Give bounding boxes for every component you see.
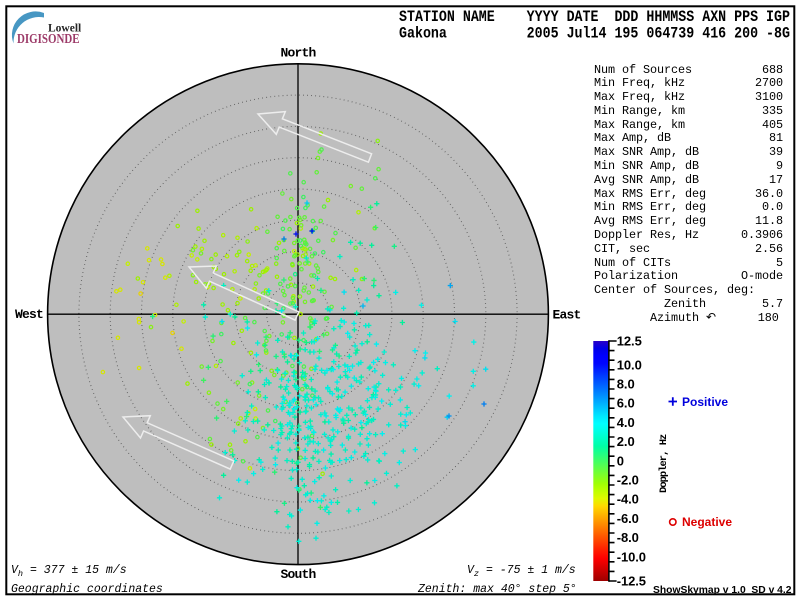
- svg-text:12.5: 12.5: [617, 333, 642, 348]
- svg-text:Doppler, Hz: Doppler, Hz: [658, 434, 670, 493]
- svg-text:4.0: 4.0: [617, 415, 635, 430]
- svg-text:-2.0: -2.0: [617, 473, 639, 488]
- svg-text:-4.0: -4.0: [617, 492, 639, 507]
- svg-text:0: 0: [617, 453, 624, 468]
- svg-text:Lowell: Lowell: [48, 23, 81, 35]
- svg-text:8.0: 8.0: [617, 377, 635, 392]
- svg-text:2.0: 2.0: [617, 434, 635, 449]
- svg-text:South: South: [281, 567, 317, 582]
- svg-text:6.0: 6.0: [617, 396, 635, 411]
- svg-text:Positive: Positive: [682, 395, 728, 409]
- svg-text:ShowSkymap v 1.0 SD v 4.2: ShowSkymap v 1.0 SD v 4.2: [653, 585, 792, 596]
- svg-text:-12.5: -12.5: [617, 573, 646, 588]
- svg-text:North: North: [281, 46, 317, 61]
- svg-text:DIGISONDE: DIGISONDE: [17, 32, 80, 47]
- svg-text:-8.0: -8.0: [617, 530, 639, 545]
- svg-text:Zenith: max 40° step 5°: Zenith: max 40° step 5°: [417, 583, 577, 596]
- svg-text:West: West: [15, 307, 43, 322]
- svg-text:Geographic coordinates: Geographic coordinates: [11, 583, 163, 596]
- svg-text:-10.0: -10.0: [617, 549, 646, 564]
- svg-text:East: East: [553, 308, 581, 323]
- svg-text:Vh = 377 ± 15 m/s: Vh = 377 ± 15 m/s: [11, 564, 127, 579]
- svg-text:10.0: 10.0: [617, 357, 642, 372]
- svg-text:Negative: Negative: [682, 515, 732, 529]
- svg-text:-6.0: -6.0: [617, 511, 639, 526]
- svg-text:Vz = -75 ± 1 m/s: Vz = -75 ± 1 m/s: [467, 564, 576, 579]
